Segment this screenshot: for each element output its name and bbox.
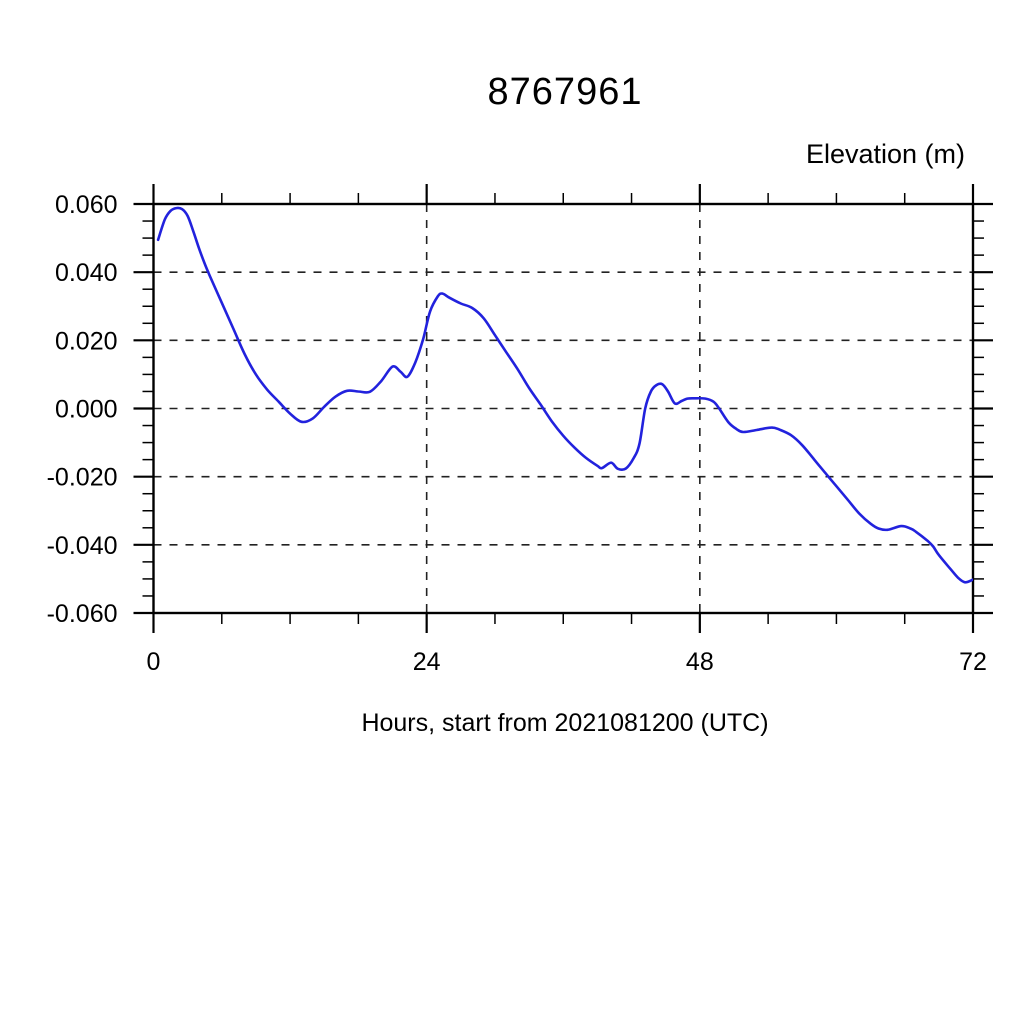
gridlines — [153, 204, 973, 613]
y-axis-unit-label: Elevation (m) — [806, 139, 965, 169]
y-tick-label: -0.060 — [47, 600, 118, 628]
y-tick-label: 0.040 — [55, 259, 118, 287]
axis-ticks — [133, 184, 993, 633]
x-tick-label: 72 — [959, 648, 987, 676]
chart-title: 8767961 — [488, 71, 643, 113]
x-tick-labels: 0 24 48 72 — [147, 648, 987, 676]
y-tick-label: -0.040 — [47, 532, 118, 560]
y-tick-label: 0.000 — [55, 396, 118, 424]
x-tick-label: 48 — [686, 648, 714, 676]
plot-frame — [152, 202, 975, 615]
y-tick-label: 0.020 — [55, 327, 118, 355]
x-tick-label: 24 — [413, 648, 441, 676]
y-tick-labels: 0.060 0.040 0.020 0.000 -0.020 -0.040 -0.060 — [47, 191, 118, 628]
y-tick-label: -0.020 — [47, 464, 118, 492]
elevation-line — [156, 206, 973, 584]
x-tick-label: 0 — [147, 648, 161, 676]
x-axis-label: Hours, start from 2021081200 (UTC) — [361, 709, 768, 737]
y-tick-label: 0.060 — [55, 191, 118, 219]
